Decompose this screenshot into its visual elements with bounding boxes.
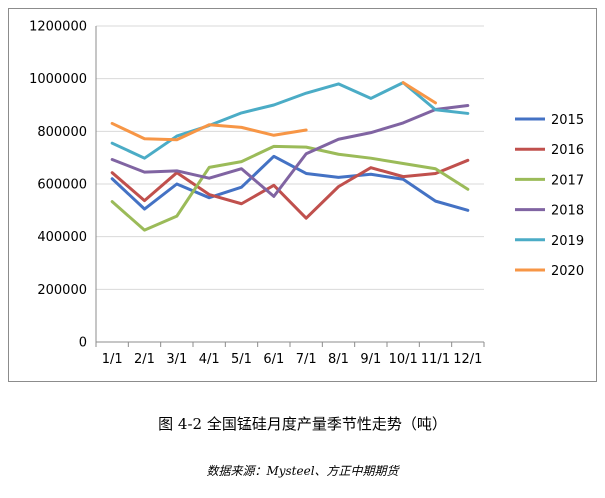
- y-tick-label: 800000: [37, 125, 87, 140]
- x-tick-label: 6/1: [263, 352, 284, 367]
- x-tick-label: 3/1: [166, 352, 187, 367]
- legend-label-2017: 2017: [551, 173, 584, 188]
- legend-label-2016: 2016: [551, 143, 584, 158]
- x-tick-label: 8/1: [328, 352, 349, 367]
- legend-label-2018: 2018: [551, 204, 584, 219]
- y-tick-label: 400000: [37, 230, 87, 245]
- x-tick-label: 11/1: [421, 352, 450, 367]
- x-tick-label: 4/1: [199, 352, 220, 367]
- x-tick-label: 10/1: [389, 352, 418, 367]
- x-tick-label: 7/1: [296, 352, 317, 367]
- legend-label-2015: 2015: [551, 113, 584, 128]
- x-tick-label: 9/1: [360, 352, 381, 367]
- x-tick-label: 12/1: [453, 352, 482, 367]
- data-source: 数据来源：Mysteel、方正中期期货: [206, 464, 399, 478]
- legend-label-2019: 2019: [551, 234, 584, 249]
- x-tick-label: 1/1: [102, 352, 123, 367]
- series-line-2015: [110, 154, 470, 212]
- legend-label-2020: 2020: [551, 264, 584, 279]
- y-tick-label: 200000: [37, 283, 87, 298]
- chart-frame: 0 200000 400000 600000 800000 1000000 1200000 1…: [8, 8, 597, 382]
- figure-caption: 图 4-2 全国锰硅月度产量季节性走势（吨）: [158, 415, 447, 433]
- line-chart: 0 200000 400000 600000 800000 1000000 1200000 1…: [29, 20, 584, 368]
- series-line-2016: [110, 158, 470, 220]
- legend: 2015 2016 2017 2018 2019 2020: [515, 113, 584, 279]
- series-layer: [110, 81, 470, 232]
- y-tick-label: 1200000: [29, 20, 87, 35]
- series-line-2017: [110, 144, 470, 232]
- y-tick-label: 600000: [37, 178, 87, 193]
- series-line-2018: [110, 104, 470, 198]
- series-line-2020: [110, 81, 437, 142]
- y-tick-label: 1000000: [29, 72, 87, 87]
- grid-layer: [96, 25, 484, 290]
- axis-layer: 0 200000 400000 600000 800000 1000000 1200000 1…: [29, 20, 485, 367]
- y-tick-label: 0: [79, 336, 87, 351]
- x-tick-label: 5/1: [231, 352, 252, 367]
- x-tick-label: 2/1: [134, 352, 155, 367]
